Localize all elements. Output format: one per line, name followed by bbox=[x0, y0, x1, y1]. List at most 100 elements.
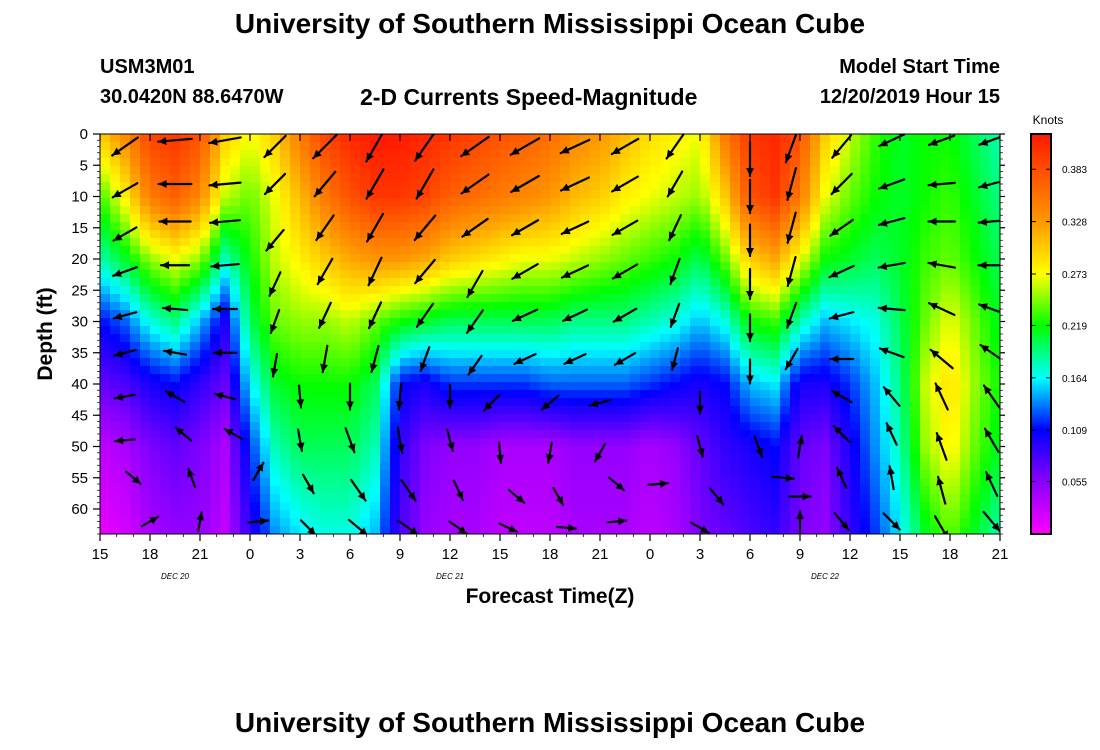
heat-cell bbox=[150, 374, 161, 383]
arrow-head bbox=[512, 313, 522, 322]
heat-cell bbox=[200, 414, 211, 423]
heat-cell bbox=[710, 246, 721, 255]
current-arrow bbox=[196, 510, 205, 533]
heat-cell bbox=[120, 342, 131, 351]
heat-cell bbox=[460, 438, 471, 447]
heat-cell bbox=[800, 446, 811, 455]
heat-cell bbox=[450, 486, 461, 495]
heat-cell bbox=[350, 174, 361, 183]
heat-cell bbox=[540, 262, 551, 271]
heat-cell bbox=[370, 462, 381, 471]
x-tick-label: 6 bbox=[346, 546, 354, 563]
heat-cell bbox=[410, 470, 421, 479]
heat-cell bbox=[800, 158, 811, 167]
heat-cell bbox=[430, 198, 441, 207]
heat-cell bbox=[270, 398, 281, 407]
current-arrow bbox=[301, 473, 315, 495]
heat-cell bbox=[330, 334, 341, 343]
heat-cell bbox=[770, 478, 781, 487]
heat-cell bbox=[610, 238, 621, 247]
heat-cell bbox=[470, 230, 481, 239]
current-arrow bbox=[669, 257, 681, 286]
heat-cell bbox=[600, 270, 611, 279]
arrow-head bbox=[163, 348, 173, 357]
heat-cell bbox=[270, 238, 281, 247]
heat-cell bbox=[410, 342, 421, 351]
heat-cell bbox=[880, 358, 891, 367]
heat-cell bbox=[190, 486, 201, 495]
heat-cell bbox=[740, 190, 751, 199]
heat-cell bbox=[790, 502, 801, 511]
heat-cell bbox=[490, 470, 501, 479]
current-arrow bbox=[828, 310, 855, 321]
heat-cell bbox=[190, 382, 201, 391]
heat-cell bbox=[170, 350, 181, 359]
heat-cell bbox=[410, 182, 421, 191]
heat-cell bbox=[520, 358, 531, 367]
heat-cell bbox=[380, 462, 391, 471]
heat-cell bbox=[280, 414, 291, 423]
heat-cell bbox=[850, 318, 861, 327]
arrow-head bbox=[266, 241, 275, 251]
heat-cell bbox=[470, 382, 481, 391]
heat-cell bbox=[760, 134, 771, 143]
current-arrow bbox=[452, 479, 464, 502]
heat-cell bbox=[420, 446, 431, 455]
current-arrow bbox=[936, 475, 947, 505]
heat-cell bbox=[840, 286, 851, 295]
heat-cell bbox=[170, 174, 181, 183]
heat-cell bbox=[250, 246, 261, 255]
heat-cell bbox=[910, 502, 921, 511]
heat-cell bbox=[770, 510, 781, 519]
arrow-head bbox=[670, 361, 679, 370]
heat-cell bbox=[940, 166, 951, 175]
heat-cell bbox=[350, 222, 361, 231]
heat-cell bbox=[590, 302, 601, 311]
heat-cell bbox=[210, 222, 221, 231]
heat-cell bbox=[170, 358, 181, 367]
heat-cell bbox=[120, 238, 131, 247]
heat-cell bbox=[930, 390, 941, 399]
heat-cell bbox=[950, 470, 961, 479]
heat-cell bbox=[580, 342, 591, 351]
heat-cell bbox=[120, 174, 131, 183]
heat-cell bbox=[590, 438, 601, 447]
heat-cell bbox=[110, 310, 121, 319]
heat-cell bbox=[420, 494, 431, 503]
heat-cell bbox=[280, 518, 291, 527]
heat-cell bbox=[280, 230, 291, 239]
heat-cell bbox=[760, 142, 771, 151]
heat-cell bbox=[360, 422, 371, 431]
heat-cell bbox=[750, 382, 761, 391]
heat-cell bbox=[570, 422, 581, 431]
heat-cell bbox=[370, 286, 381, 295]
heat-cell bbox=[780, 166, 791, 175]
heat-cell bbox=[940, 254, 951, 263]
heat-cell bbox=[750, 294, 761, 303]
heat-cell bbox=[960, 374, 971, 383]
heat-cell bbox=[330, 342, 341, 351]
heat-cell bbox=[920, 318, 931, 327]
heat-cell bbox=[280, 382, 291, 391]
heat-cell bbox=[140, 526, 151, 534]
heat-cell bbox=[470, 198, 481, 207]
heat-cell bbox=[790, 422, 801, 431]
heat-cell bbox=[970, 366, 981, 375]
heat-cell bbox=[250, 350, 261, 359]
heat-cell bbox=[240, 350, 251, 359]
heat-cell bbox=[360, 174, 371, 183]
heat-cell bbox=[570, 382, 581, 391]
heat-cell bbox=[530, 150, 541, 159]
heat-cell bbox=[320, 422, 331, 431]
heat-cell bbox=[190, 190, 201, 199]
heat-cell bbox=[750, 406, 761, 415]
arrow-head bbox=[316, 231, 325, 241]
heat-cell bbox=[300, 438, 311, 447]
heat-cell bbox=[500, 342, 511, 351]
heat-cell bbox=[190, 206, 201, 215]
heat-cell bbox=[150, 206, 161, 215]
heat-cell bbox=[560, 526, 571, 534]
heat-cell bbox=[240, 430, 251, 439]
heat-cell bbox=[600, 510, 611, 519]
heat-cell bbox=[420, 334, 431, 343]
